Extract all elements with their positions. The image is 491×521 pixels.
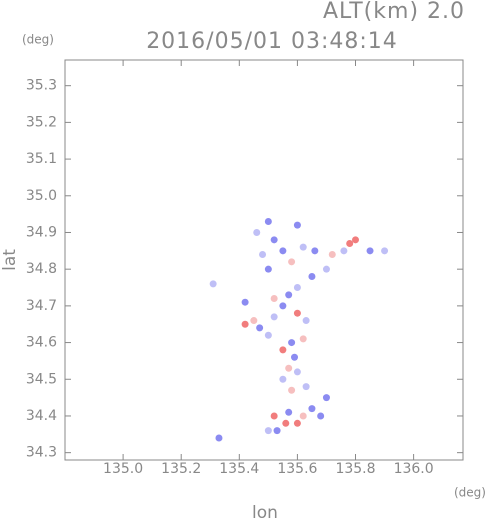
point [293, 284, 301, 292]
point [259, 250, 267, 258]
y-tick-label: 34.9 [26, 224, 57, 240]
chart-subtitle: ALT(km) 2.0 [323, 0, 465, 24]
point [302, 317, 310, 325]
point [288, 339, 296, 347]
point [322, 394, 330, 402]
point [302, 383, 310, 391]
point [346, 239, 354, 247]
point [241, 298, 249, 306]
y-tick-label: 34.7 [26, 298, 57, 314]
point [340, 247, 348, 255]
point [311, 247, 319, 255]
y-unit: (deg) [22, 33, 54, 47]
point [322, 265, 330, 273]
point [285, 408, 293, 416]
point [253, 228, 261, 236]
point [270, 412, 278, 420]
point [264, 331, 272, 339]
point [270, 313, 278, 321]
x-tick-label: 135.0 [103, 461, 143, 477]
point [328, 250, 336, 258]
point [256, 324, 264, 332]
point [279, 247, 287, 255]
point [264, 217, 272, 225]
point [288, 258, 296, 266]
point [264, 427, 272, 435]
x-tick-label: 136.0 [394, 461, 434, 477]
point [215, 434, 223, 442]
point [209, 280, 217, 288]
point [299, 243, 307, 251]
point [288, 386, 296, 394]
x-tick-label: 135.8 [335, 461, 375, 477]
point [241, 320, 249, 328]
point [285, 364, 293, 372]
x-tick-label: 135.2 [161, 461, 201, 477]
point [308, 405, 316, 413]
y-tick-label: 34.3 [26, 445, 57, 461]
point [299, 335, 307, 343]
point [317, 412, 325, 420]
point [293, 419, 301, 427]
y-tick-label: 34.8 [26, 261, 57, 277]
chart-title: 2016/05/01 03:48:14 [146, 29, 398, 54]
y-tick-label: 35.3 [26, 78, 57, 94]
x-axis-label: lon [252, 503, 278, 521]
y-tick-label: 35.2 [26, 114, 57, 130]
point [279, 302, 287, 310]
point [270, 295, 278, 303]
x-tick-label: 135.4 [219, 461, 259, 477]
point [282, 419, 290, 427]
point [279, 346, 287, 354]
point [381, 247, 389, 255]
point [293, 309, 301, 317]
y-tick-label: 34.4 [26, 408, 57, 424]
y-tick-label: 35.0 [26, 188, 57, 204]
x-unit: (deg) [454, 486, 486, 500]
y-tick-label: 34.5 [26, 371, 57, 387]
point [285, 291, 293, 299]
y-tick-label: 34.6 [26, 335, 57, 351]
plot-frame [64, 59, 464, 461]
point [308, 273, 316, 281]
point [250, 317, 258, 325]
point [273, 427, 281, 435]
point [299, 412, 307, 420]
point [352, 236, 360, 244]
point [279, 375, 287, 383]
point [270, 236, 278, 244]
point [293, 368, 301, 376]
point [291, 353, 299, 361]
y-tick-label: 35.1 [26, 151, 57, 167]
point [264, 265, 272, 273]
x-tick-label: 135.6 [277, 461, 317, 477]
point [366, 247, 374, 255]
point [293, 221, 301, 229]
y-axis-label: lat [0, 249, 20, 271]
